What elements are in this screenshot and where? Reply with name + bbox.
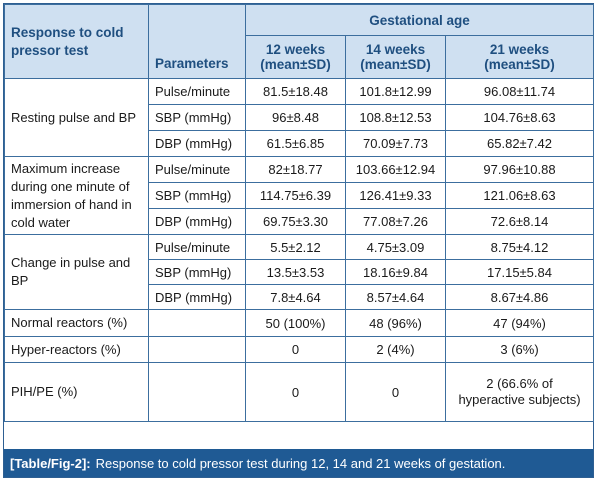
header-week-12: 12 weeks (mean±SD) <box>245 35 346 79</box>
param-cell-empty <box>148 336 246 363</box>
value-cell: 2 (66.6% of hyperactive subjects) <box>444 362 595 422</box>
table-row: Hyper-reactors (%) 0 2 (4%) 3 (6%) <box>4 336 595 363</box>
header-week-21: 21 weeks (mean±SD) <box>444 35 595 79</box>
value-cell: 4.75±3.09 <box>345 234 446 260</box>
value-cell: 50 (100%) <box>245 309 346 337</box>
table-row: DBP (mmHg) 69.75±3.30 77.08±7.26 72.6±8.… <box>5 208 595 235</box>
table-row: Resting pulse and BP Pulse/minute 81.5±1… <box>4 78 595 157</box>
value-cell: 47 (94%) <box>444 309 595 337</box>
value-cell: 126.41±9.33 <box>345 182 446 209</box>
table-row: Maximum increase during one minute of im… <box>4 156 595 235</box>
group-label-change: Change in pulse and BP <box>4 234 149 310</box>
group-label-maximum-increase: Maximum increase during one minute of im… <box>4 156 149 235</box>
value-cell: 65.82±7.42 <box>444 130 595 157</box>
table-row: DBP (mmHg) 61.5±6.85 70.09±7.73 65.82±7.… <box>5 130 595 157</box>
value-cell: 18.16±9.84 <box>345 259 446 285</box>
param-cell-empty <box>148 309 246 337</box>
row-label-normal-reactors: Normal reactors (%) <box>4 309 149 337</box>
value-cell: 8.67±4.86 <box>444 284 595 310</box>
value-cell: 61.5±6.85 <box>245 130 346 157</box>
param-cell: Pulse/minute <box>148 156 246 183</box>
value-cell: 3 (6%) <box>444 336 595 363</box>
value-cell: 104.76±8.63 <box>444 104 595 131</box>
value-cell: 2 (4%) <box>345 336 446 363</box>
param-cell: SBP (mmHg) <box>148 182 246 209</box>
param-cell: Pulse/minute <box>148 234 246 260</box>
param-cell-empty <box>148 362 246 422</box>
value-cell: 97.96±10.88 <box>444 156 595 183</box>
value-cell: 81.5±18.48 <box>245 78 346 105</box>
value-cell: 7.8±4.64 <box>245 284 346 310</box>
header-parameters: Parameters <box>148 4 246 79</box>
value-cell: 96.08±11.74 <box>444 78 595 105</box>
value-cell: 96±8.48 <box>245 104 346 131</box>
figure-caption: [Table/Fig-2]: Response to cold pressor … <box>4 449 593 477</box>
table-figure: Response to cold pressor test Parameters… <box>3 3 595 478</box>
value-cell: 114.75±6.39 <box>245 182 346 209</box>
value-cell: 8.75±4.12 <box>444 234 595 260</box>
table-row: SBP (mmHg) 114.75±6.39 126.41±9.33 121.0… <box>5 182 595 209</box>
results-table: Response to cold pressor test Parameters… <box>4 4 595 422</box>
param-cell: Pulse/minute <box>148 78 246 105</box>
param-cell: SBP (mmHg) <box>148 259 246 285</box>
param-cell: SBP (mmHg) <box>148 104 246 131</box>
value-cell: 77.08±7.26 <box>345 208 446 235</box>
value-cell: 5.5±2.12 <box>245 234 346 260</box>
table-row: PIH/PE (%) 0 0 2 (66.6% of hyperactive s… <box>4 362 595 422</box>
value-cell: 48 (96%) <box>345 309 446 337</box>
header-row-weeks: 12 weeks (mean±SD) 14 weeks (mean±SD) 21 w… <box>5 35 595 79</box>
header-week-14: 14 weeks (mean±SD) <box>345 35 446 79</box>
group-label-resting: Resting pulse and BP <box>4 78 149 157</box>
value-cell: 8.57±4.64 <box>345 284 446 310</box>
value-cell: 101.8±12.99 <box>345 78 446 105</box>
value-cell: 0 <box>245 362 346 422</box>
value-cell: 69.75±3.30 <box>245 208 346 235</box>
caption-text: Response to cold pressor test during 12,… <box>95 455 506 471</box>
table-row: Normal reactors (%) 50 (100%) 48 (96%) 4… <box>4 309 595 337</box>
value-cell: 108.8±12.53 <box>345 104 446 131</box>
value-cell: 70.09±7.73 <box>345 130 446 157</box>
row-label-pih-pe: PIH/PE (%) <box>4 362 149 422</box>
caption-tag: [Table/Fig-2]: <box>10 455 91 471</box>
value-cell: 121.06±8.63 <box>444 182 595 209</box>
value-cell: 103.66±12.94 <box>345 156 446 183</box>
row-label-hyper-reactors: Hyper-reactors (%) <box>4 336 149 363</box>
header-row-top: Response to cold pressor test Parameters… <box>4 4 595 79</box>
value-cell: 72.6±8.14 <box>444 208 595 235</box>
param-cell: DBP (mmHg) <box>148 130 246 157</box>
value-cell: 0 <box>245 336 346 363</box>
value-cell: 0 <box>345 362 446 422</box>
param-cell: DBP (mmHg) <box>148 284 246 310</box>
value-cell: 82±18.77 <box>245 156 346 183</box>
header-response: Response to cold pressor test <box>4 4 149 79</box>
value-cell: 13.5±3.53 <box>245 259 346 285</box>
param-cell: DBP (mmHg) <box>148 208 246 235</box>
table-row: Change in pulse and BP Pulse/minute 5.5±… <box>4 234 595 310</box>
value-cell: 17.15±5.84 <box>444 259 595 285</box>
header-gestational-age: Gestational age <box>244 4 595 36</box>
